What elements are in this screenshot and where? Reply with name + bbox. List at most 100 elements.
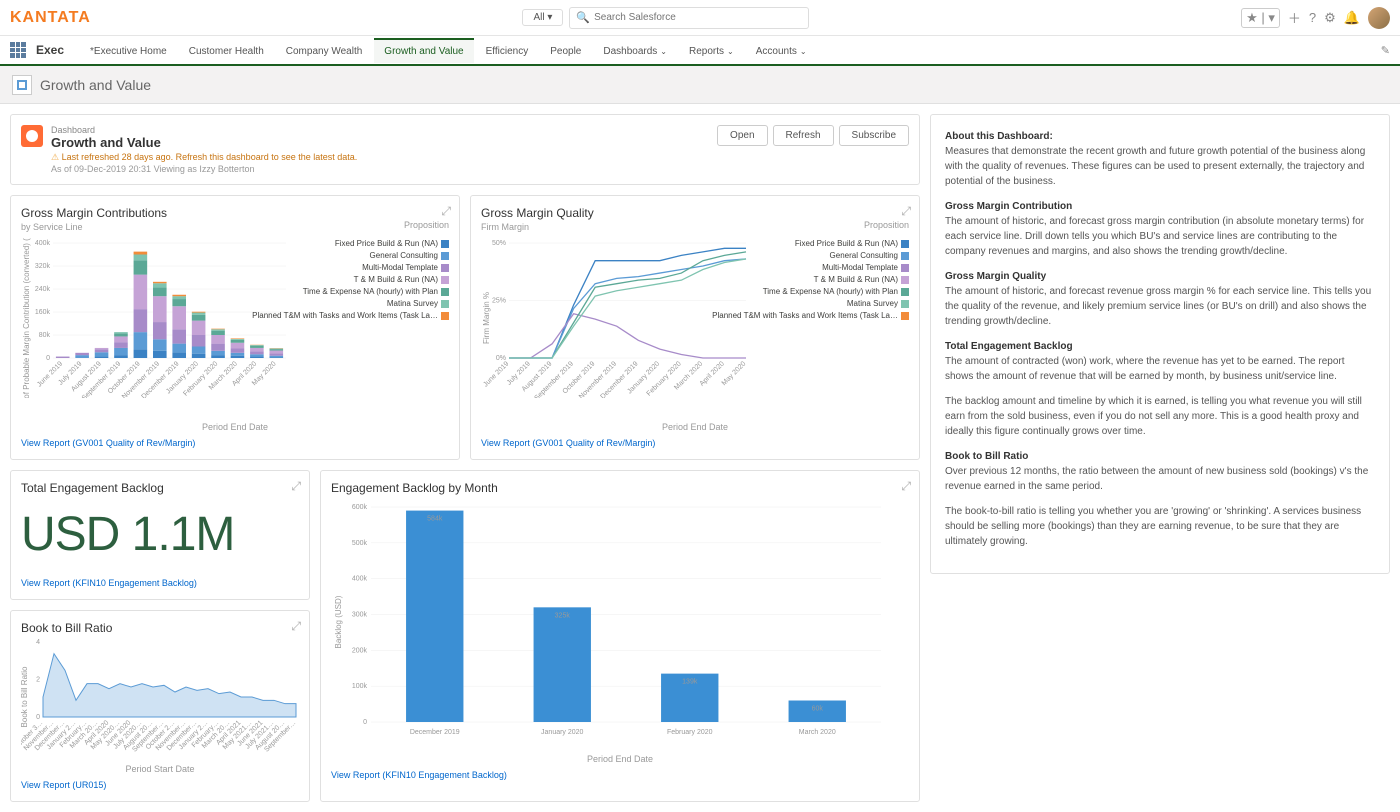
- search-scope-select[interactable]: All ▾: [522, 9, 563, 26]
- info-text: The amount of contracted (won) work, whe…: [945, 356, 1344, 382]
- legend-item: Multi-Modal Template: [252, 262, 449, 274]
- search-icon: 🔍: [576, 11, 590, 24]
- legend-item: Fixed Price Build & Run (NA): [252, 238, 449, 250]
- nav-tab-growth-and-value[interactable]: Growth and Value: [374, 38, 473, 63]
- line-chart: 0%25%50%June 2019July 2019August 2019Sep…: [481, 238, 751, 398]
- legend-item: Fixed Price Build & Run (NA): [712, 238, 909, 250]
- svg-text:160k: 160k: [35, 309, 51, 316]
- brand-logo: KANTATA: [10, 9, 91, 27]
- legend-item: Matina Survey: [252, 298, 449, 310]
- svg-text:500k: 500k: [352, 540, 368, 547]
- x-axis-label: Period End Date: [331, 754, 909, 764]
- subscribe-button[interactable]: Subscribe: [839, 125, 909, 146]
- dashboard-meta: As of 09-Dec-2019 20:31 Viewing as Izzy …: [51, 164, 357, 174]
- legend-item: Time & Expense NA (hourly) with Plan: [252, 286, 449, 298]
- x-axis-label: Period End Date: [481, 422, 909, 432]
- expand-icon[interactable]: ⤢: [901, 204, 911, 219]
- info-text: Over previous 12 months, the ratio betwe…: [945, 466, 1368, 492]
- svg-text:240k: 240k: [35, 286, 51, 293]
- svg-text:320k: 320k: [35, 263, 51, 270]
- nav-tab-efficiency[interactable]: Efficiency: [476, 38, 539, 63]
- refresh-button[interactable]: Refresh: [773, 125, 834, 146]
- dashboard-icon: [21, 125, 43, 147]
- svg-text:March 2020: March 2020: [799, 729, 836, 736]
- svg-text:200k: 200k: [352, 647, 368, 654]
- nav-tab-dashboards[interactable]: Dashboards⌄: [593, 38, 677, 63]
- view-report-link[interactable]: View Report (GV001 Quality of Rev/Margin…: [481, 438, 655, 448]
- stacked-bar-chart: 080k160k240k320k400kJune 2019July 2019Au…: [21, 238, 291, 398]
- nav-tab-people[interactable]: People: [540, 38, 591, 63]
- info-heading: Book to Bill Ratio: [945, 451, 1028, 462]
- legend-item: General Consulting: [252, 250, 449, 262]
- card-title: Gross Margin Quality: [481, 206, 909, 220]
- svg-text:25%: 25%: [492, 298, 506, 305]
- x-axis-label: Period End Date: [21, 422, 449, 432]
- svg-text:Firm Margin %: Firm Margin %: [482, 292, 491, 344]
- svg-text:100k: 100k: [352, 683, 368, 690]
- view-report-link[interactable]: View Report (UR015): [21, 780, 106, 790]
- svg-text:50%: 50%: [492, 240, 506, 247]
- svg-text:December 2019: December 2019: [410, 729, 460, 736]
- area-chart: 024October 3…November…December…January 2…: [21, 637, 301, 757]
- svg-text:4: 4: [36, 639, 40, 646]
- nav-tab--executive-home[interactable]: *Executive Home: [80, 38, 177, 63]
- search-box[interactable]: 🔍: [569, 7, 809, 29]
- edit-pencil-icon[interactable]: ✎: [1381, 44, 1390, 57]
- svg-text:300k: 300k: [352, 612, 368, 619]
- svg-text:February 2020: February 2020: [182, 360, 219, 397]
- view-report-link[interactable]: View Report (GV001 Quality of Rev/Margin…: [21, 438, 195, 448]
- svg-text:0: 0: [46, 355, 50, 362]
- legend-item: Planned T&M with Tasks and Work Items (T…: [712, 310, 909, 322]
- svg-text:60k: 60k: [812, 706, 824, 713]
- info-text: The amount of historic, and forecast rev…: [945, 286, 1371, 327]
- app-launcher-icon[interactable]: [10, 42, 26, 58]
- expand-icon[interactable]: ⤢: [901, 479, 911, 494]
- open-button[interactable]: Open: [717, 125, 767, 146]
- view-report-link[interactable]: View Report (KFIN10 Engagement Backlog): [21, 578, 197, 588]
- legend-item: Planned T&M with Tasks and Work Items (T…: [252, 310, 449, 322]
- gross-margin-quality-card: ⤢ Gross Margin Quality Firm Margin Propo…: [470, 195, 920, 460]
- search-input[interactable]: [594, 12, 802, 23]
- nav-tab-company-wealth[interactable]: Company Wealth: [276, 38, 373, 63]
- metric-value: USD 1.1M: [21, 497, 299, 572]
- view-report-link[interactable]: View Report (KFIN10 Engagement Backlog): [331, 770, 507, 780]
- nav-tab-customer-health[interactable]: Customer Health: [179, 38, 274, 63]
- legend-item: Matina Survey: [712, 298, 909, 310]
- page-icon: [12, 75, 32, 95]
- svg-text:Book to Bill Ratio: Book to Bill Ratio: [21, 666, 29, 727]
- page-title: Growth and Value: [40, 77, 151, 93]
- info-text: The backlog amount and timeline by which…: [945, 396, 1362, 437]
- svg-text:0: 0: [363, 719, 367, 726]
- add-icon[interactable]: ＋: [1288, 8, 1301, 27]
- notifications-bell-icon[interactable]: 🔔: [1344, 10, 1360, 26]
- expand-icon[interactable]: ⤢: [441, 204, 451, 219]
- nav-tab-reports[interactable]: Reports⌄: [679, 38, 744, 63]
- expand-icon[interactable]: ⤢: [291, 619, 301, 634]
- expand-icon[interactable]: ⤢: [291, 479, 301, 494]
- dashboard-label: Dashboard: [51, 125, 357, 135]
- info-heading: About this Dashboard:: [945, 131, 1053, 142]
- svg-text:Backlog (USD): Backlog (USD): [334, 595, 343, 648]
- card-title: Book to Bill Ratio: [21, 621, 299, 635]
- help-icon[interactable]: ?: [1309, 10, 1316, 25]
- svg-text:2: 2: [36, 677, 40, 684]
- svg-text:Sum of Probable Margin Contrib: Sum of Probable Margin Contribution (con…: [22, 238, 31, 398]
- info-heading: Total Engagement Backlog: [945, 341, 1073, 352]
- svg-text:January 2020: January 2020: [541, 729, 584, 736]
- svg-text:139k: 139k: [682, 679, 698, 686]
- svg-text:80k: 80k: [39, 332, 51, 339]
- svg-text:600k: 600k: [352, 504, 368, 511]
- backlog-by-month-card: ⤢ Engagement Backlog by Month 0100k200k3…: [320, 470, 920, 802]
- user-avatar[interactable]: [1368, 7, 1390, 29]
- nav-tab-accounts[interactable]: Accounts⌄: [746, 38, 817, 63]
- svg-text:June 2019: June 2019: [482, 360, 510, 388]
- svg-text:400k: 400k: [35, 240, 51, 247]
- svg-text:584k: 584k: [427, 516, 443, 523]
- legend-item: T & M Build & Run (NA): [712, 274, 909, 286]
- favorites-button[interactable]: ★ | ▾: [1241, 8, 1280, 28]
- card-title: Total Engagement Backlog: [21, 481, 299, 495]
- card-title: Gross Margin Contributions: [21, 206, 449, 220]
- setup-gear-icon[interactable]: ⚙: [1324, 10, 1336, 26]
- x-axis-label: Period Start Date: [21, 764, 299, 774]
- svg-text:400k: 400k: [352, 576, 368, 583]
